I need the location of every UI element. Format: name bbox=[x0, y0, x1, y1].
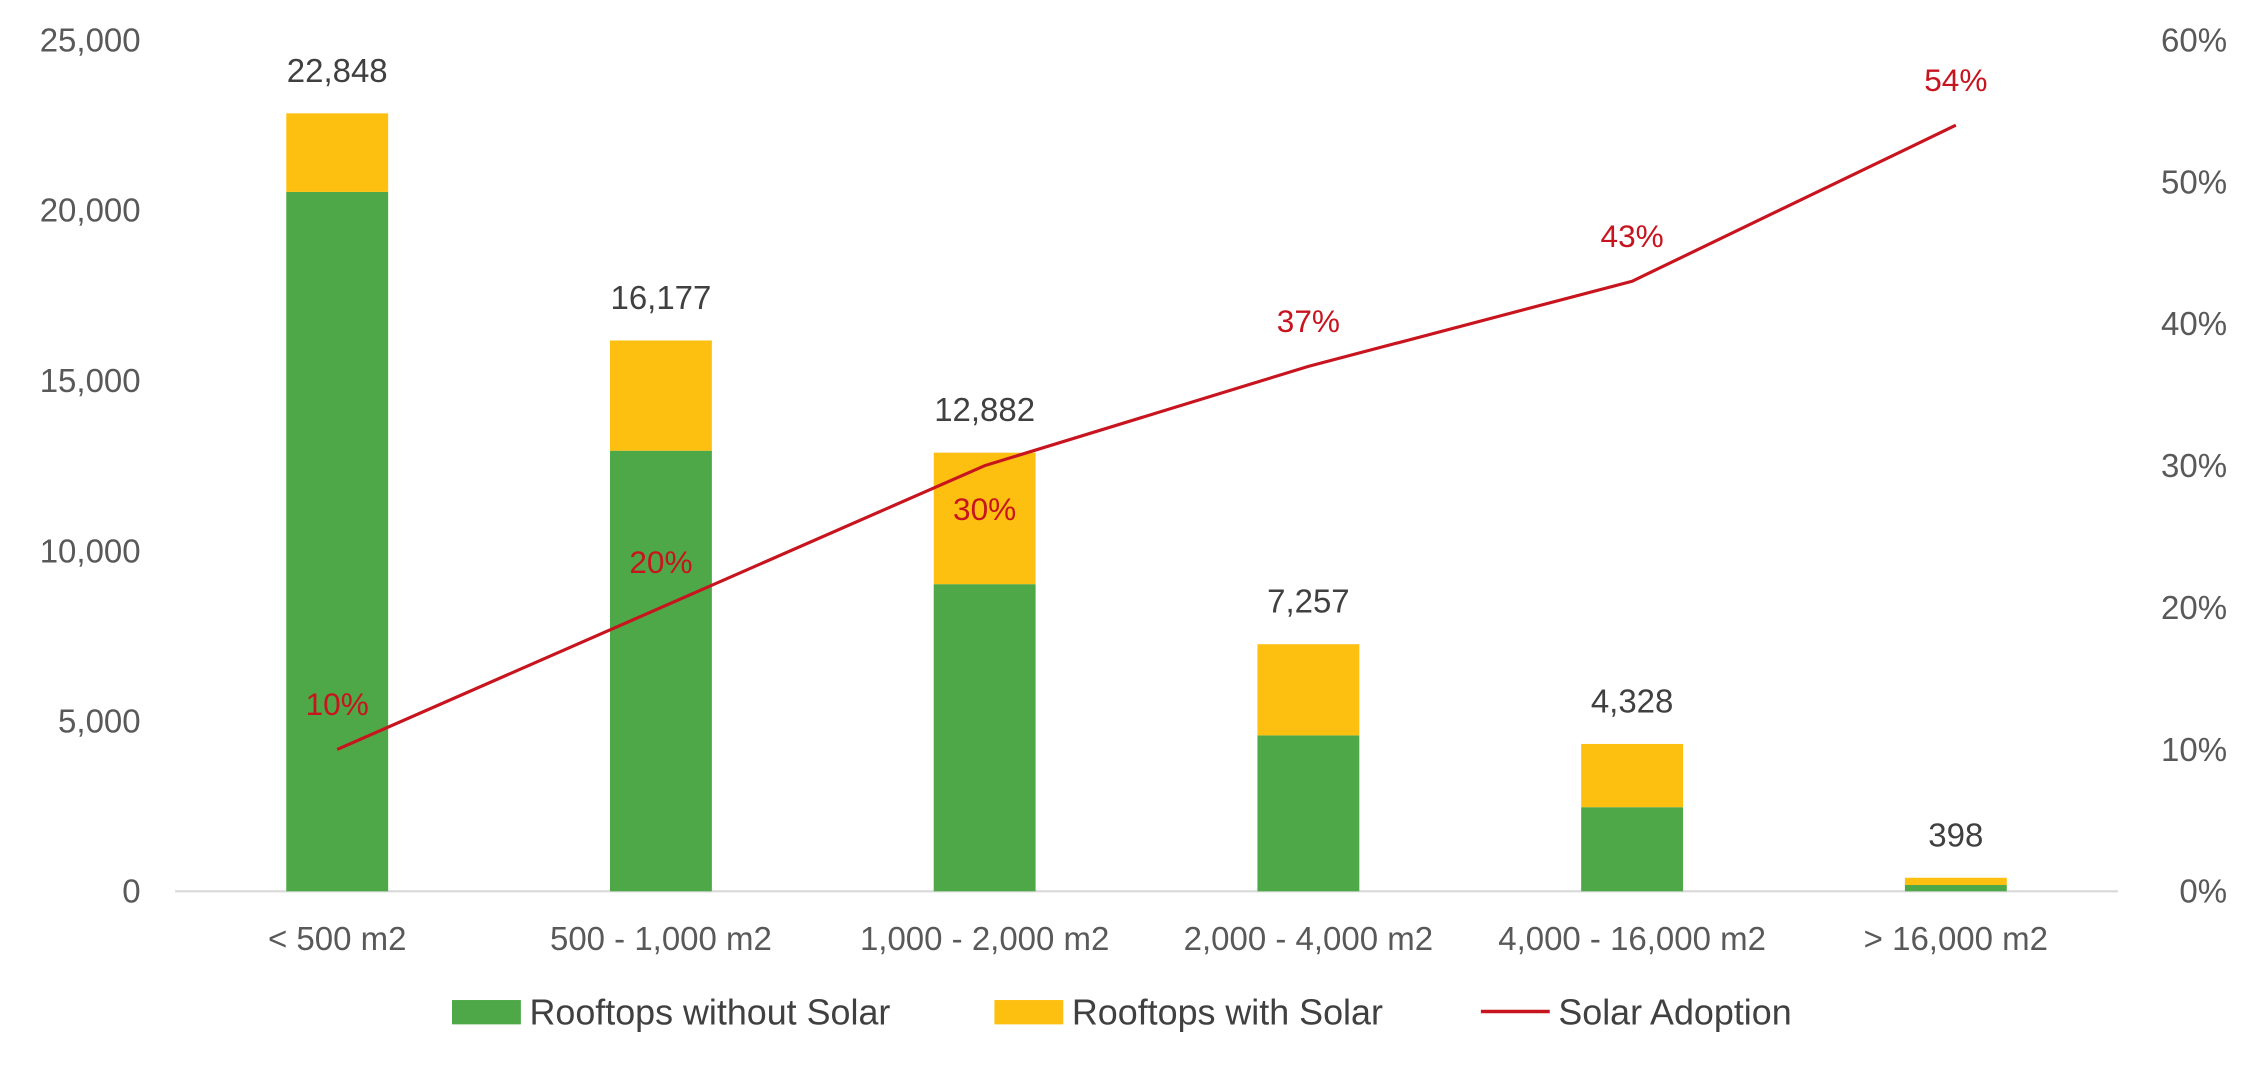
adoption-label: 10% bbox=[306, 686, 369, 722]
bar-without-solar bbox=[286, 191, 389, 892]
adoption-label: 43% bbox=[1601, 218, 1664, 254]
bar-with-solar bbox=[1581, 743, 1684, 808]
total-label: 22,848 bbox=[287, 52, 388, 89]
total-label: 7,257 bbox=[1267, 583, 1350, 620]
legend-label-with-solar: Rooftops with Solar bbox=[1072, 992, 1383, 1032]
legend-label-adoption: Solar Adoption bbox=[1558, 992, 1791, 1032]
adoption-label: 30% bbox=[953, 491, 1016, 527]
total-label: 16,177 bbox=[610, 279, 711, 316]
bar-with-solar bbox=[1257, 644, 1360, 736]
bar-with-solar bbox=[1904, 877, 2007, 886]
right-tick-label: 40% bbox=[2161, 305, 2227, 342]
left-tick-label: 25,000 bbox=[40, 22, 141, 59]
bar-without-solar bbox=[1581, 807, 1684, 892]
total-label: 12,882 bbox=[934, 391, 1035, 428]
bar-without-solar bbox=[933, 584, 1036, 892]
adoption-line bbox=[336, 123, 1957, 751]
x-axis-labels: < 500 m2 500 - 1,000 m2 1,000 - 2,000 m2 2,… bbox=[268, 920, 2048, 957]
x-tick-label: 2,000 - 4,000 m2 bbox=[1184, 920, 1433, 957]
legend-label-without-solar: Rooftops without Solar bbox=[529, 992, 890, 1032]
left-axis: 0 5,000 10,000 15,000 20,000 25,000 bbox=[40, 22, 141, 910]
bar-without-solar bbox=[609, 450, 712, 892]
adoption-label: 54% bbox=[1924, 62, 1987, 98]
x-tick-label: < 500 m2 bbox=[268, 920, 406, 957]
legend-swatch-with-solar bbox=[994, 1000, 1064, 1025]
adoption-label: 37% bbox=[1277, 303, 1340, 339]
right-axis: 0% 10% 20% 30% 40% 50% 60% bbox=[2161, 22, 2227, 910]
legend: Rooftops without Solar Rooftops with Sol… bbox=[452, 992, 1792, 1032]
total-label: 4,328 bbox=[1591, 683, 1674, 720]
bar-with-solar bbox=[933, 452, 1036, 585]
bar-with-solar bbox=[609, 340, 712, 451]
left-tick-label: 15,000 bbox=[40, 362, 141, 399]
right-tick-label: 60% bbox=[2161, 22, 2227, 59]
x-tick-label: 500 - 1,000 m2 bbox=[550, 920, 772, 957]
right-tick-label: 50% bbox=[2161, 163, 2227, 200]
right-tick-label: 10% bbox=[2161, 731, 2227, 768]
bars bbox=[286, 113, 2007, 892]
left-tick-label: 0 bbox=[122, 873, 140, 910]
bar-with-solar bbox=[286, 113, 389, 192]
x-tick-label: 4,000 - 16,000 m2 bbox=[1498, 920, 1766, 957]
bar-without-solar bbox=[1904, 885, 2007, 892]
left-tick-label: 5,000 bbox=[58, 703, 141, 740]
total-label: 398 bbox=[1928, 816, 1983, 853]
adoption-label: 20% bbox=[629, 544, 692, 580]
right-tick-label: 30% bbox=[2161, 447, 2227, 484]
left-tick-label: 10,000 bbox=[40, 532, 141, 569]
bar-without-solar bbox=[1257, 735, 1360, 892]
total-labels: 22,848 16,177 12,882 7,257 4,328 398 bbox=[287, 52, 1984, 853]
x-tick-label: > 16,000 m2 bbox=[1864, 920, 2048, 957]
right-tick-label: 0% bbox=[2179, 873, 2227, 910]
x-tick-label: 1,000 - 2,000 m2 bbox=[860, 920, 1109, 957]
adoption-line-layer: 10% 20% 30% 37% 43% 54% bbox=[306, 62, 1987, 751]
left-tick-label: 20,000 bbox=[40, 192, 141, 229]
right-tick-label: 20% bbox=[2161, 589, 2227, 626]
legend-swatch-without-solar bbox=[452, 1000, 521, 1025]
